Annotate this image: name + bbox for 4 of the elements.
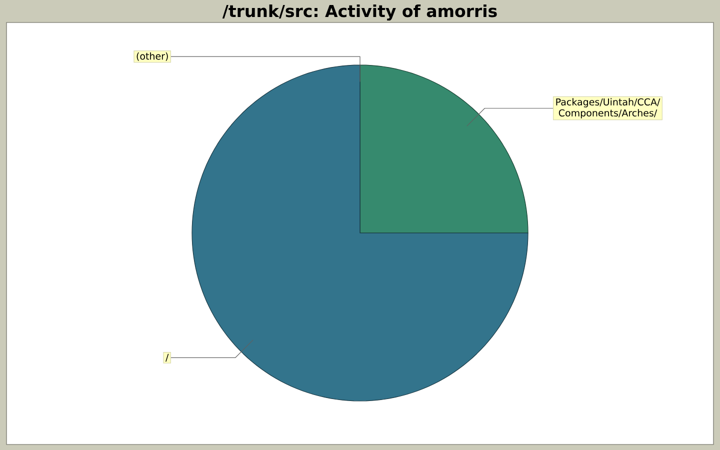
category-label: (other) xyxy=(136,52,168,61)
slice-label: Packages/Uintah/CCA/Components/Arches/ xyxy=(556,98,660,118)
slice-label: / xyxy=(166,354,169,362)
chart-title: /trunk/src: Activity of amorris xyxy=(222,4,497,21)
